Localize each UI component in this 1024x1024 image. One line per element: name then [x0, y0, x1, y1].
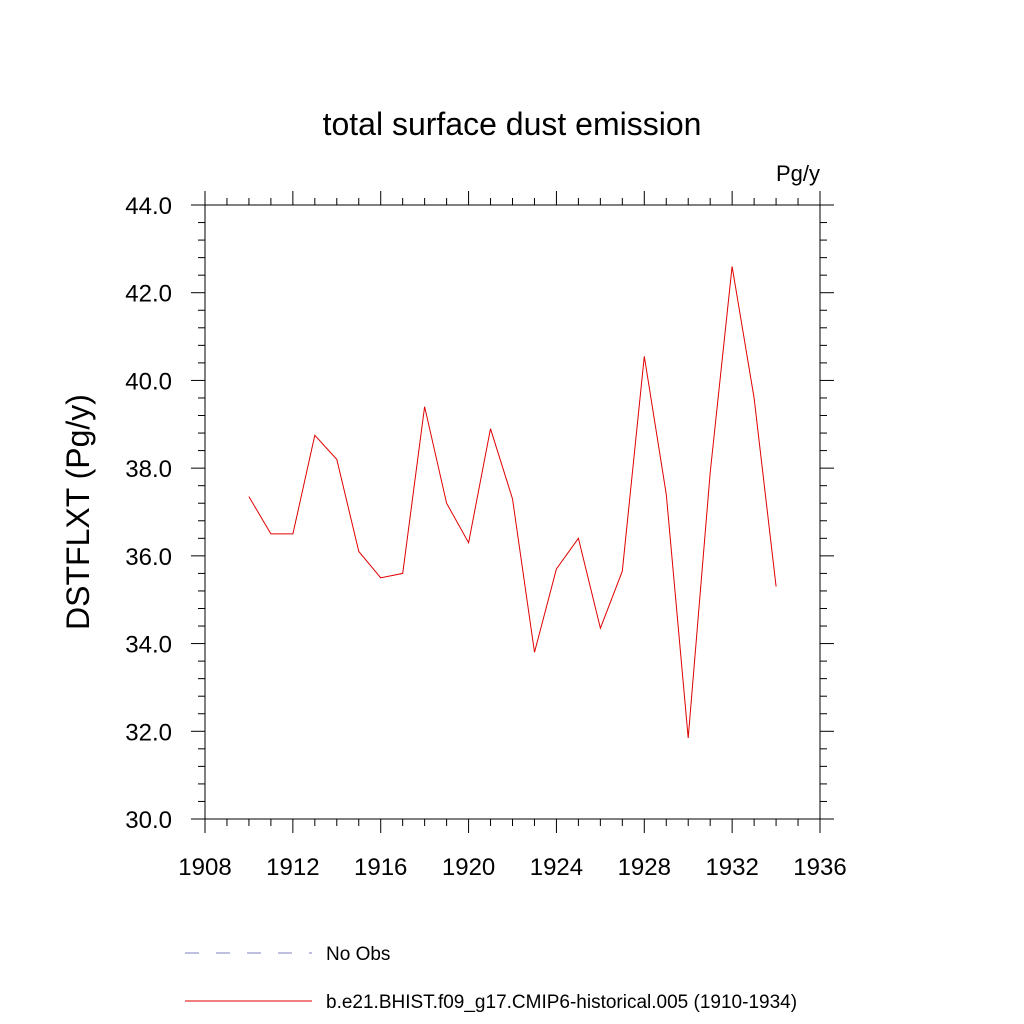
x-tick-label: 1908 — [178, 854, 231, 881]
y-tick-label: 38.0 — [125, 456, 172, 483]
y-tick-label: 34.0 — [125, 632, 172, 659]
x-tick-label: 1924 — [530, 854, 583, 881]
y-axis-label: DSTFLXT (Pg/y) — [60, 394, 96, 630]
units-label: Pg/y — [776, 161, 820, 186]
legend-label-no-obs: No Obs — [326, 944, 390, 965]
x-tick-label: 1916 — [354, 854, 407, 881]
y-tick-label: 32.0 — [125, 719, 172, 746]
chart-title: total surface dust emission — [323, 106, 702, 142]
y-tick-label: 44.0 — [125, 193, 172, 220]
y-tick-label: 42.0 — [125, 281, 172, 308]
series-line — [248, 266, 777, 738]
y-tick-label: 36.0 — [125, 544, 172, 571]
y-tick-label: 30.0 — [125, 807, 172, 834]
x-tick-label: 1912 — [266, 854, 319, 881]
x-tick-label: 1920 — [442, 854, 495, 881]
y-tick-label: 40.0 — [125, 368, 172, 395]
x-tick-label: 1936 — [793, 854, 846, 881]
x-tick-label: 1932 — [705, 854, 758, 881]
legend-label-series: b.e21.BHIST.f09_g17.CMIP6-historical.005… — [326, 992, 797, 1013]
legend: No Obs b.e21.BHIST.f09_g17.CMIP6-histori… — [185, 944, 797, 1013]
axis-ticks — [191, 191, 834, 833]
tick-labels: 1908 1912 1916 1920 1924 1928 1932 1936 30.0 32.0… — [125, 193, 846, 881]
x-tick-label: 1928 — [618, 854, 671, 881]
series-layer — [248, 266, 777, 738]
plot-frame — [204, 204, 821, 820]
